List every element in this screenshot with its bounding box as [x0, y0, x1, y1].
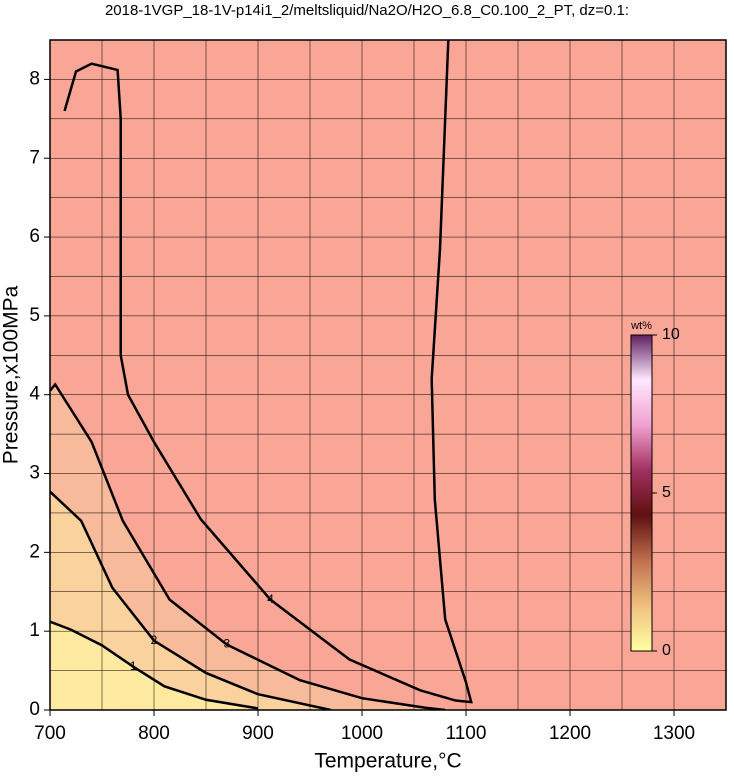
colorbar-tick-label: 10 [662, 326, 680, 343]
y-axis-label: Pressure,x100MPa [0, 285, 23, 464]
x-tick-label: 700 [34, 723, 66, 744]
x-tick-label: 1000 [341, 723, 383, 744]
y-tick-label: 5 [29, 305, 40, 326]
x-tick-label: 1200 [549, 723, 591, 744]
y-tick-label: 2 [29, 541, 40, 562]
y-tick-label: 3 [29, 463, 40, 484]
contour-label: 1 [130, 659, 137, 673]
contour-fill [50, 384, 446, 710]
contour-label: 3 [223, 637, 230, 651]
x-tick-label: 1100 [446, 723, 487, 744]
colorbar [630, 334, 653, 652]
contour-label: 4 [267, 592, 274, 606]
contour-line [63, 40, 473, 704]
chart-title: 2018-1VGP_18-1V-p14i1_2/meltsliquid/Na2O… [105, 2, 629, 19]
y-tick-label: 7 [29, 147, 40, 168]
y-tick-label: 1 [29, 620, 40, 641]
contour-fill [50, 491, 331, 710]
x-tick-label: 800 [138, 723, 170, 744]
colorbar-tick-label: 5 [662, 484, 671, 501]
colorbar-label: wt% [630, 320, 652, 332]
y-tick-label: 8 [29, 68, 40, 89]
x-tick-label: 900 [242, 723, 274, 744]
plot-frame [49, 39, 727, 711]
x-tick-label: 1300 [653, 723, 695, 744]
x-axis-label: Temperature,°C [314, 750, 461, 773]
contour-line [50, 382, 446, 710]
colorbar-tick-label: 0 [662, 642, 671, 659]
y-tick-label: 6 [29, 226, 40, 247]
y-tick-label: 0 [29, 699, 40, 720]
y-tick-label: 4 [29, 384, 40, 405]
